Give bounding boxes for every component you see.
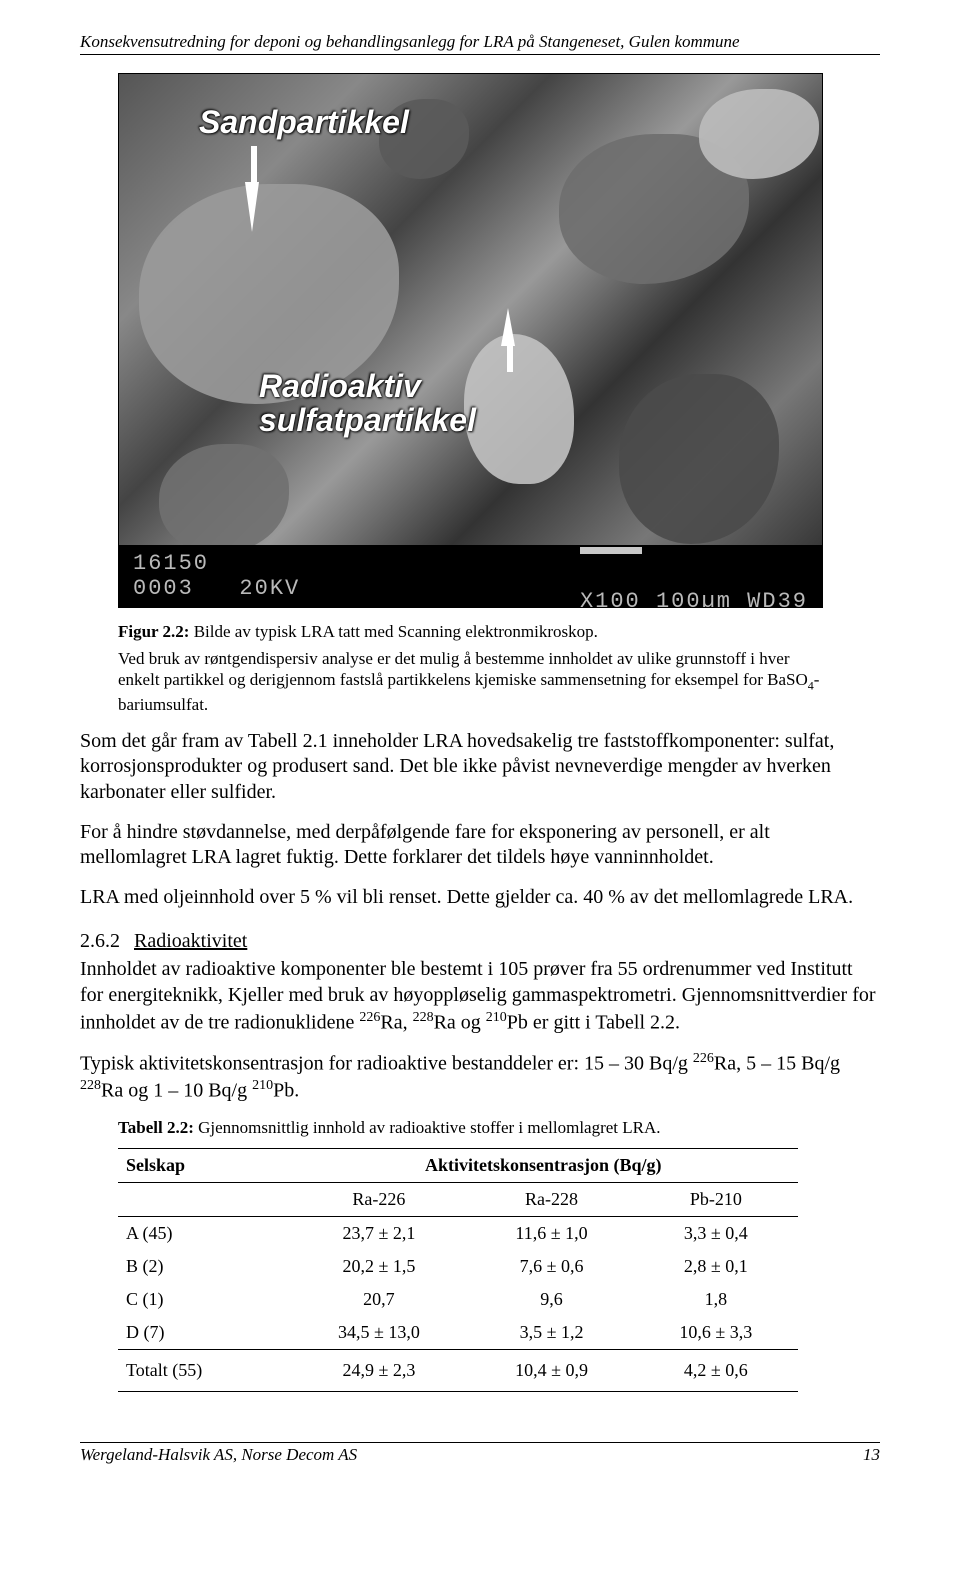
figure-caption-text: Bilde av typisk LRA tatt med Scanning el… <box>189 622 597 641</box>
cell: 10,6 ± 3,3 <box>634 1316 798 1350</box>
superscript: 228 <box>80 1078 101 1093</box>
sem-info-right-text: X100 100µm WD39 <box>580 589 808 608</box>
cell: 23,7 ± 2,1 <box>288 1217 469 1251</box>
superscript: 228 <box>413 1010 434 1025</box>
cell: 10,4 ± 0,9 <box>469 1350 633 1392</box>
sem-micrograph: Sandpartikkel Radioaktiv sulfatpartikkel… <box>118 73 823 608</box>
table-row: C (1) 20,7 9,6 1,8 <box>118 1283 798 1316</box>
page-footer: Wergeland-Halsvik AS, Norse Decom AS 13 <box>80 1442 880 1465</box>
cell: 3,3 ± 0,4 <box>634 1217 798 1251</box>
cell: 3,5 ± 1,2 <box>469 1316 633 1350</box>
text-run: Ra, 5 – 15 Bq/g <box>714 1053 840 1075</box>
section-number: 2.6.2 <box>80 930 120 952</box>
table-caption: Tabell 2.2: Gjennomsnittlig innhold av r… <box>118 1118 880 1138</box>
figure-2-2: Sandpartikkel Radioaktiv sulfatpartikkel… <box>118 73 823 715</box>
sem-info-left: 16150 0003 20KV <box>133 551 300 602</box>
particle-shape <box>159 444 289 554</box>
paragraph: Innholdet av radioaktive komponenter ble… <box>80 957 880 1035</box>
figure-body-main: Ved bruk av røntgendispersiv analyse er … <box>118 649 808 689</box>
col-group: Aktivitetskonsentrasjon (Bq/g) <box>288 1149 798 1183</box>
table-row: D (7) 34,5 ± 13,0 3,5 ± 1,2 10,6 ± 3,3 <box>118 1316 798 1350</box>
cell: 20,7 <box>288 1283 469 1316</box>
col-blank <box>118 1183 288 1217</box>
cell: 2,8 ± 0,1 <box>634 1250 798 1283</box>
col-header: Ra-226 <box>288 1183 469 1217</box>
arrow-stem <box>251 146 257 186</box>
sem-info-right: X100 100µm WD39 <box>428 513 808 608</box>
text-run: Ra, <box>380 1011 412 1033</box>
paragraph: Typisk aktivitetskonsentrasjon for radio… <box>80 1050 880 1105</box>
section-heading: 2.6.2 Radioaktivitet <box>80 930 880 953</box>
paragraph: Som det går fram av Tabell 2.1 inneholde… <box>80 729 880 806</box>
footer-left: Wergeland-Halsvik AS, Norse Decom AS <box>80 1445 357 1465</box>
cell: 4,2 ± 0,6 <box>634 1350 798 1392</box>
paragraph: LRA med oljeinnhold over 5 % vil bli ren… <box>80 885 880 911</box>
scalebar-icon <box>580 547 642 554</box>
cell: A (45) <box>118 1217 288 1251</box>
arrow-stem <box>507 342 513 372</box>
table-row: A (45) 23,7 ± 2,1 11,6 ± 1,0 3,3 ± 0,4 <box>118 1217 798 1251</box>
col-company: Selskap <box>118 1149 288 1183</box>
text-run: Typisk aktivitetskonsentrasjon for radio… <box>80 1053 693 1075</box>
sem-info-bar: 16150 0003 20KV X100 100µm WD39 <box>119 545 822 607</box>
superscript: 210 <box>486 1010 507 1025</box>
cell: Totalt (55) <box>118 1350 288 1392</box>
text-run: Ra og 1 – 10 Bq/g <box>101 1080 252 1102</box>
page-number: 13 <box>863 1445 880 1465</box>
figure-caption: Figur 2.2: Bilde av typisk LRA tatt med … <box>118 622 823 642</box>
table-caption-lead: Tabell 2.2: <box>118 1118 194 1137</box>
cell: 11,6 ± 1,0 <box>469 1217 633 1251</box>
superscript: 226 <box>693 1051 714 1066</box>
superscript: 226 <box>359 1010 380 1025</box>
cell: 20,2 ± 1,5 <box>288 1250 469 1283</box>
sem-label-sand: Sandpartikkel <box>199 104 409 141</box>
text-run: Pb er gitt i Tabell 2.2. <box>507 1011 680 1033</box>
paragraph: For å hindre støvdannelse, med derpåfølg… <box>80 820 880 871</box>
cell: 1,8 <box>634 1283 798 1316</box>
text-run: Pb. <box>273 1080 299 1102</box>
col-header: Ra-228 <box>469 1183 633 1217</box>
col-header: Pb-210 <box>634 1183 798 1217</box>
cell: 34,5 ± 13,0 <box>288 1316 469 1350</box>
table-2-2: Selskap Aktivitetskonsentrasjon (Bq/g) R… <box>118 1148 798 1392</box>
cell: D (7) <box>118 1316 288 1350</box>
cell: B (2) <box>118 1250 288 1283</box>
cell: C (1) <box>118 1283 288 1316</box>
sem-label-sulfate: Radioaktiv sulfatpartikkel <box>259 370 476 437</box>
text-run: Ra og <box>434 1011 486 1033</box>
figure-body-text: Ved bruk av røntgendispersiv analyse er … <box>118 648 823 715</box>
particle-shape <box>464 334 574 484</box>
arrow-down-icon <box>245 182 259 232</box>
arrow-up-icon <box>501 308 515 346</box>
table-caption-text: Gjennomsnittlig innhold av radioaktive s… <box>194 1118 661 1137</box>
cell: 7,6 ± 0,6 <box>469 1250 633 1283</box>
table-row: B (2) 20,2 ± 1,5 7,6 ± 0,6 2,8 ± 0,1 <box>118 1250 798 1283</box>
cell: 9,6 <box>469 1283 633 1316</box>
superscript: 210 <box>252 1078 273 1093</box>
running-head: Konsekvensutredning for deponi og behand… <box>80 32 880 55</box>
particle-shape <box>699 89 819 179</box>
cell: 24,9 ± 2,3 <box>288 1350 469 1392</box>
section-title: Radioaktivitet <box>134 930 247 952</box>
table-row-total: Totalt (55) 24,9 ± 2,3 10,4 ± 0,9 4,2 ± … <box>118 1350 798 1392</box>
figure-caption-lead: Figur 2.2: <box>118 622 189 641</box>
